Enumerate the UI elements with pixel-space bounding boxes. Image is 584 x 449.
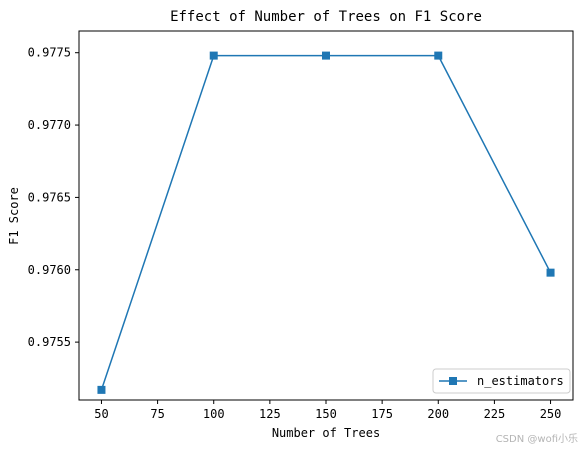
x-tick-label: 75 bbox=[150, 407, 164, 421]
data-point bbox=[322, 51, 330, 60]
x-axis-ticks: 50 75 100 125 150 175 200 225 250 bbox=[94, 400, 561, 421]
x-tick-label: 150 bbox=[315, 407, 337, 421]
y-tick-label: 0.9755 bbox=[28, 335, 71, 349]
y-tick-label: 0.9765 bbox=[28, 190, 71, 204]
x-tick-label: 100 bbox=[203, 407, 225, 421]
data-point bbox=[209, 51, 218, 60]
y-tick-label: 0.9760 bbox=[28, 263, 71, 277]
series-layer bbox=[97, 51, 555, 394]
x-tick-label: 50 bbox=[94, 407, 108, 421]
x-tick-label: 225 bbox=[484, 407, 506, 421]
legend-box bbox=[432, 368, 571, 394]
y-tick-label: 0.9770 bbox=[28, 118, 71, 132]
x-tick-label: 175 bbox=[371, 407, 393, 421]
data-point bbox=[546, 268, 555, 277]
y-axis-ticks: 0.9755 0.9760 0.9765 0.9770 0.9775 bbox=[28, 46, 79, 349]
data-point bbox=[434, 51, 443, 60]
watermark: CSDN @wofi小乐 bbox=[496, 433, 578, 445]
chart-title: Effect of Number of Trees on F1 Score bbox=[170, 9, 482, 25]
y-tick-label: 0.9775 bbox=[28, 46, 71, 60]
legend-marker-n_estimators bbox=[449, 377, 457, 385]
data-point bbox=[97, 385, 106, 394]
x-tick-label: 200 bbox=[427, 407, 449, 421]
x-tick-label: 250 bbox=[540, 407, 562, 421]
x-tick-label: 125 bbox=[259, 407, 281, 421]
legend-label-n_estimators: n_estimators bbox=[477, 374, 564, 388]
legend: n_estimators bbox=[432, 368, 571, 394]
y-axis-label: F1 Score bbox=[7, 187, 21, 245]
x-axis-label: Number of Trees bbox=[272, 426, 380, 440]
